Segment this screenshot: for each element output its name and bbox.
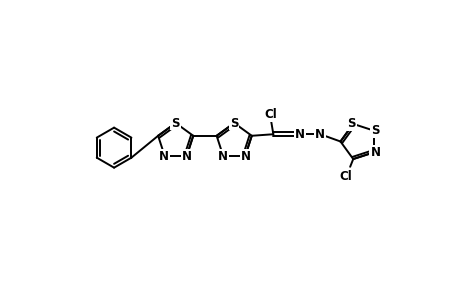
Text: S: S <box>171 116 179 130</box>
Text: N: N <box>369 146 380 159</box>
Text: S: S <box>370 124 379 137</box>
Text: S: S <box>347 117 355 130</box>
Text: N: N <box>182 150 192 163</box>
Text: N: N <box>314 128 325 141</box>
Text: N: N <box>241 150 250 163</box>
Text: S: S <box>230 116 238 130</box>
Text: N: N <box>159 150 169 163</box>
Text: Cl: Cl <box>264 108 277 121</box>
Text: N: N <box>295 128 305 141</box>
Text: N: N <box>217 150 227 163</box>
Text: Cl: Cl <box>338 169 351 182</box>
